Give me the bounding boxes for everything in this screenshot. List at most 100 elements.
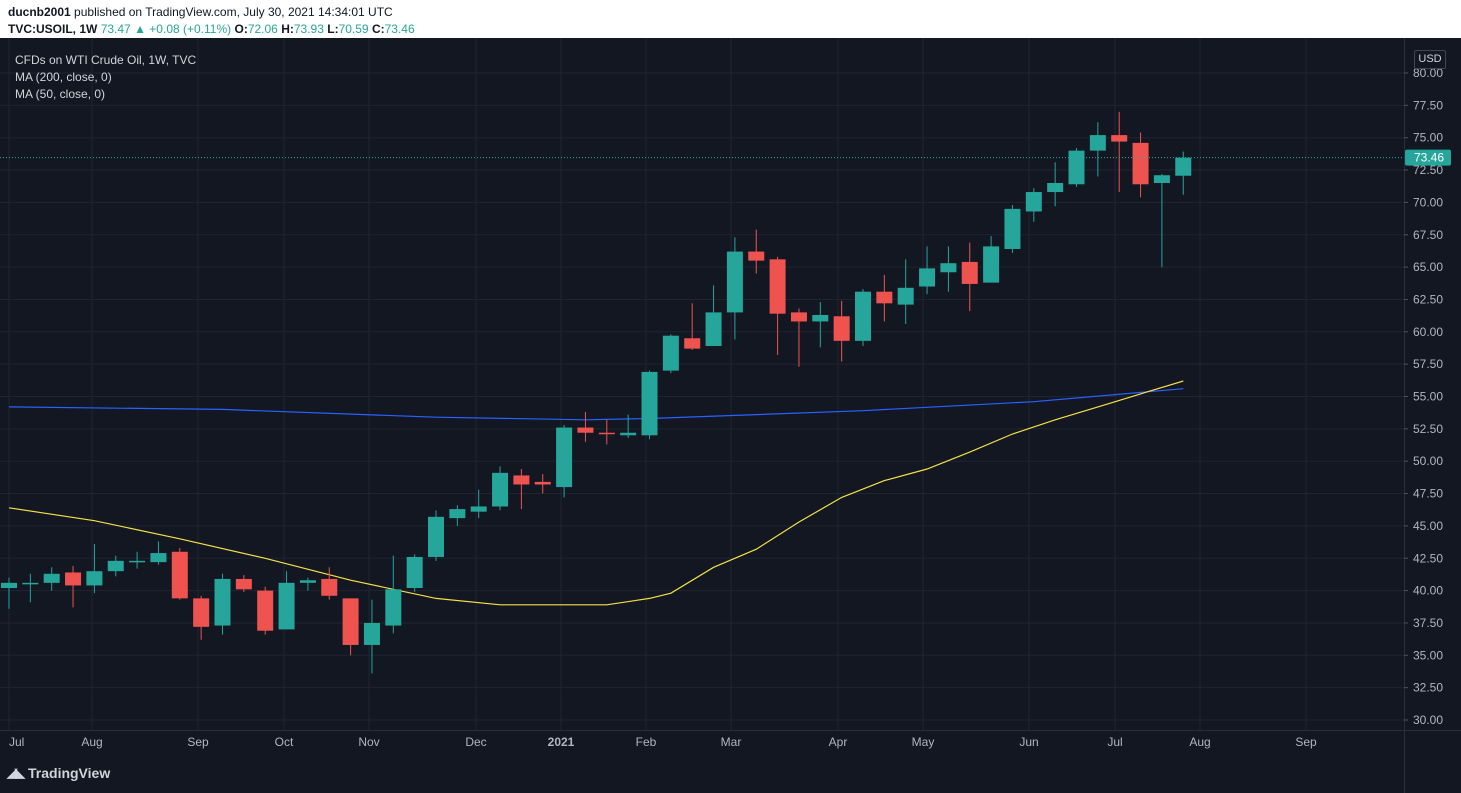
time-tick-label: 2021	[548, 735, 575, 749]
chart-legend: CFDs on WTI Crude Oil, 1W, TVC MA (200, …	[15, 52, 196, 103]
candle-down	[1132, 132, 1149, 198]
currency-label[interactable]: USD	[1414, 50, 1446, 69]
open-label: O:	[234, 22, 248, 36]
candle-down	[1111, 111, 1128, 193]
candle-body	[1047, 182, 1064, 193]
price-tick-label: 60.00	[1413, 325, 1443, 339]
open-value: 72.06	[247, 22, 278, 36]
candle-body	[983, 246, 1000, 283]
legend-title[interactable]: CFDs on WTI Crude Oil, 1W, TVC	[15, 53, 197, 67]
candle-body	[1, 582, 17, 589]
candle-up	[278, 571, 295, 630]
price-tick-label: 67.50	[1413, 228, 1443, 242]
candle-up	[1004, 204, 1021, 253]
candle-up	[214, 573, 231, 635]
price-tick-label: 72.50	[1413, 163, 1443, 177]
candle-down	[342, 598, 359, 656]
candle-up	[150, 541, 167, 565]
candles	[1, 111, 1192, 674]
candle-up	[641, 370, 658, 440]
candle-body	[65, 572, 82, 586]
moving-average-lines	[8, 380, 1184, 606]
change-arrow-icon: ▲	[134, 22, 146, 36]
candle-body	[363, 622, 380, 645]
candle-body	[577, 427, 594, 433]
time-tick-label: Jul	[1107, 735, 1122, 749]
candle-down	[257, 586, 274, 635]
time-axis: Jul Aug Sep Oct Nov Dec 2021 Feb Mar Apr May Jun Jul…	[0, 730, 1461, 749]
price-tick-label: 42.50	[1413, 551, 1443, 565]
legend-ma50[interactable]: MA (50, close, 0)	[15, 87, 106, 101]
candle-up	[855, 289, 871, 347]
candle-down	[769, 256, 786, 356]
candle-up	[449, 505, 466, 526]
candle-up	[1153, 173, 1170, 268]
candle-body	[22, 582, 39, 585]
price-tick-label: 77.50	[1413, 98, 1443, 112]
candle-body	[1025, 192, 1042, 212]
candle-up	[919, 246, 936, 295]
candle-body	[662, 335, 679, 371]
time-tick-label: Sep	[1295, 735, 1317, 749]
candle-up	[299, 577, 316, 591]
close-label: C:	[371, 22, 385, 36]
candle-body	[1153, 175, 1170, 183]
candle-up	[940, 246, 957, 292]
candle-body	[897, 287, 914, 305]
candle-up	[1068, 148, 1085, 187]
candlestick-chart[interactable]: 80.00 77.50 75.00 72.50 70.00 67.50 65.00 62.50…	[0, 38, 1461, 793]
candle-down	[598, 419, 615, 445]
candle-body	[598, 432, 615, 435]
candle-body	[748, 251, 765, 261]
candle-body	[299, 580, 316, 583]
price-change: +0.08 (+0.11%)	[149, 22, 232, 36]
candle-up	[1025, 188, 1042, 222]
price-tick-label: 62.50	[1413, 292, 1443, 306]
candle-body	[556, 427, 573, 488]
price-tick-label: 52.50	[1413, 422, 1443, 436]
candle-body	[769, 259, 786, 314]
author-name[interactable]: ducnb2001	[8, 5, 71, 19]
published-text: published on TradingView.com, July 30, 2…	[74, 5, 393, 19]
candle-up	[86, 544, 103, 594]
candle-body	[876, 291, 893, 304]
candle-body	[620, 432, 637, 436]
candle-up	[1175, 151, 1192, 195]
candle-up	[129, 551, 146, 569]
candle-body	[214, 578, 231, 626]
candle-body	[855, 291, 871, 341]
price-tick-label: 80.00	[1413, 66, 1443, 80]
time-tick-label: Jun	[1019, 735, 1038, 749]
time-tick-label: Aug	[1189, 735, 1210, 749]
candle-down	[65, 566, 82, 608]
time-tick-label: Dec	[465, 735, 486, 749]
candle-up	[43, 567, 60, 591]
candle-down	[235, 575, 252, 592]
price-tick-label: 30.00	[1413, 713, 1443, 727]
last-price-badge-label: 73.46	[1414, 151, 1444, 165]
candle-body	[321, 578, 338, 596]
candle-down	[534, 474, 551, 494]
price-tick-label: 70.00	[1413, 195, 1443, 209]
high-label: H:	[281, 22, 294, 36]
candle-body	[790, 312, 807, 322]
last-price-marker: 73.46	[0, 149, 1451, 166]
candle-body	[86, 571, 103, 586]
candle-body	[1132, 142, 1149, 185]
candle-down	[833, 300, 850, 362]
candle-body	[385, 589, 402, 626]
candle-up	[428, 510, 444, 561]
time-tick-label: Aug	[81, 735, 102, 749]
candle-down	[961, 242, 978, 312]
candle-body	[1089, 135, 1106, 151]
candle-body	[470, 506, 487, 512]
time-tick-label: Oct	[275, 735, 294, 749]
candle-down	[876, 274, 893, 322]
tradingview-logo[interactable]: ◢◣ TradingView	[7, 765, 110, 781]
legend-ma200[interactable]: MA (200, close, 0)	[15, 70, 112, 84]
candle-up	[983, 236, 1000, 283]
candle-body	[235, 578, 252, 590]
candle-body	[492, 472, 509, 507]
symbol-summary: TVC:USOIL, 1W 73.47 ▲ +0.08 (+0.11%) O:7…	[8, 22, 415, 36]
candle-body	[406, 556, 423, 589]
